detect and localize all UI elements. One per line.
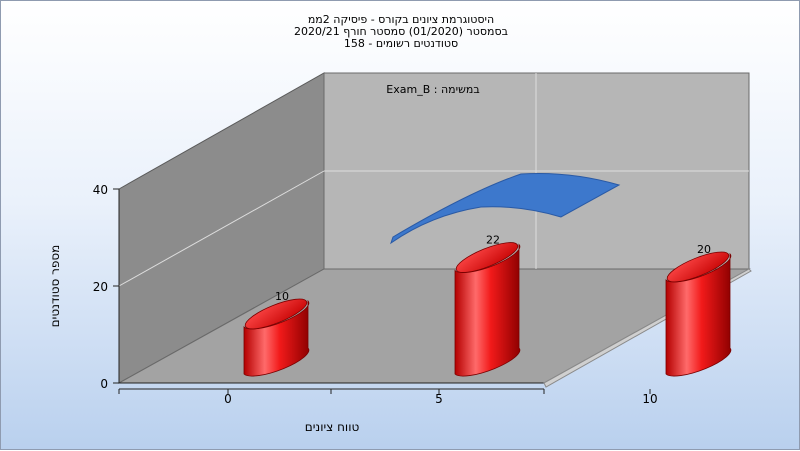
bar: 20 [665,243,732,377]
x-axis: 0 5 10 [118,388,658,406]
chart-title-line-1: היסטוגרמת ציונים בקורס - פיסיקה 2ממ [307,13,495,26]
x-axis-label: טווח ציונים [305,420,360,434]
y-axis-label: מספר סטודנטים [48,245,62,328]
x-tick-label: 5 [435,392,443,406]
bar-top [666,251,730,283]
y-tick-label: 20 [93,280,108,294]
chart-title-line-3: סטודנטים רשומים - 158 [343,37,459,50]
bar-top [455,242,519,273]
distribution-curve [390,172,621,245]
x-tick-label: 10 [642,392,657,406]
grid-lines [118,73,749,287]
y-axis: 0 20 40 [93,183,120,391]
bar-value-label: 10 [275,290,289,303]
x-tick-label: 0 [224,392,232,406]
bar-top [244,298,308,330]
bar-value-label: 20 [697,243,711,256]
inner-series-label: במשימה : Exam_B [386,83,479,96]
bar: 10 [243,290,310,377]
chart-title-line-2: בסמסטר (01/2020) סמסטר חורף 2020/21 [294,25,508,38]
grid-line-y20-left [118,170,325,287]
bar: 22 [454,234,521,377]
y-tick-label: 40 [93,183,108,197]
y-tick-label: 0 [100,377,108,391]
bar-value-label: 22 [486,234,500,247]
